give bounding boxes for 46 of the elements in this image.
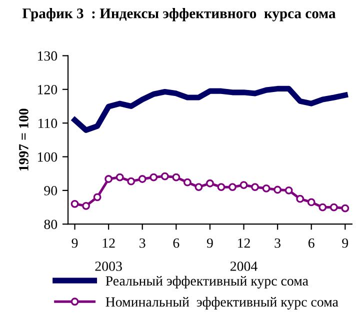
point (150, 173, 158, 182)
point (183, 178, 192, 186)
point (251, 183, 259, 192)
y-tick-label: 80 (44, 220, 58, 230)
x-tick-label: 9 (72, 238, 78, 248)
point (318, 203, 327, 212)
chart-title: График 3 : Индексы эффективного курса сома (22, 8, 336, 22)
point (104, 175, 113, 183)
point (172, 173, 180, 182)
point (330, 203, 338, 212)
legend-label: Номинальный эффективный курс сома (106, 296, 338, 310)
x-tick-label: 12 (238, 238, 250, 248)
y-axis-title: 1997 = 100 (19, 108, 28, 171)
text: 2004 (230, 262, 258, 271)
point (116, 173, 124, 182)
point (160, 172, 169, 180)
point (138, 175, 146, 183)
y-tick-label: 120 (38, 84, 58, 94)
x-tick-label: 12 (102, 238, 115, 248)
point (93, 193, 102, 202)
point (194, 183, 203, 192)
point (70, 200, 79, 208)
text: 2003 (95, 262, 122, 271)
point (228, 183, 236, 192)
point (307, 198, 316, 206)
y-tick-label: 90 (44, 186, 58, 196)
x-tick-label: 9 (206, 238, 213, 248)
point (217, 183, 226, 192)
x-tick-label: 6 (173, 238, 180, 248)
legend-label: Реальный эффективный курс сома (106, 276, 308, 288)
point (240, 181, 248, 189)
x-tick-label: 3 (140, 238, 146, 248)
x-tick-label: 9 (342, 238, 348, 248)
point (274, 186, 282, 194)
x-tick-label: 3 (274, 238, 280, 248)
point (262, 184, 270, 192)
point (284, 186, 293, 194)
y-tick-label: 110 (38, 118, 58, 128)
x-tick-label: 6 (308, 238, 314, 248)
point (341, 204, 350, 212)
y-tick-label: 130 (38, 51, 58, 61)
point (127, 177, 136, 186)
point (82, 202, 90, 210)
y-tick-label: 100 (38, 152, 58, 162)
point (296, 194, 304, 203)
point (206, 179, 214, 188)
